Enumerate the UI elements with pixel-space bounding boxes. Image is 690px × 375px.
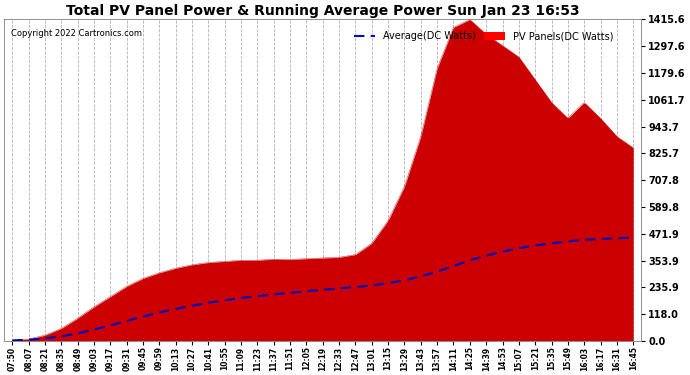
Title: Total PV Panel Power & Running Average Power Sun Jan 23 16:53: Total PV Panel Power & Running Average P… [66,4,580,18]
Legend: Average(DC Watts), PV Panels(DC Watts): Average(DC Watts), PV Panels(DC Watts) [350,27,618,45]
Text: Copyright 2022 Cartronics.com: Copyright 2022 Cartronics.com [10,29,141,38]
